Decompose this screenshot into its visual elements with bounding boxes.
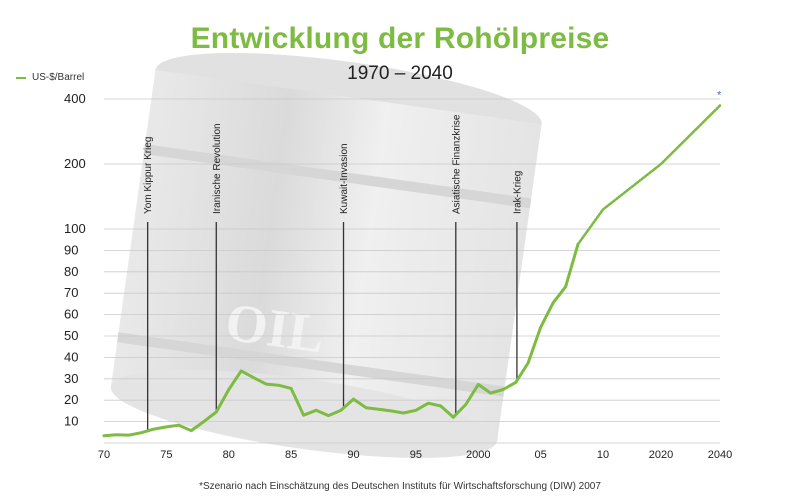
y-tick-label-20: 20	[64, 392, 78, 407]
chart-subtitle: 1970 – 2040	[347, 63, 453, 84]
x-tick-label-90: 90	[347, 449, 359, 461]
series-line-actual	[102, 242, 580, 438]
x-tick-label-2020: 2020	[649, 449, 673, 461]
legend-swatch	[16, 76, 26, 79]
x-tick-label-85: 85	[285, 449, 297, 461]
x-tick-label-2000: 2000	[466, 449, 490, 461]
event-label-3: Asiatische Finanzkrise	[451, 114, 462, 214]
legend-label: US-$/Barrel	[32, 72, 85, 83]
y-tick-label-40: 40	[64, 349, 78, 364]
x-tick-label-10: 10	[597, 449, 609, 461]
x-tick-label-80: 80	[223, 449, 235, 461]
y-tick-label-50: 50	[64, 328, 78, 343]
footnote: *Szenario nach Einschätzung des Deutsche…	[199, 481, 601, 492]
chart-title: Entwicklung der Rohölpreise	[190, 22, 610, 55]
event-annotations: Yom Kippur Krieg Iranische Revolution Kuwa…	[143, 114, 523, 431]
y-tick-label-60: 60	[64, 307, 78, 322]
y-tick-label-70: 70	[64, 285, 78, 300]
y-tick-label-400: 400	[64, 91, 86, 106]
y-tick-label-90: 90	[64, 242, 78, 257]
y-tick-label-200: 200	[64, 156, 86, 171]
data-series: *	[102, 90, 722, 438]
event-label-2: Kuwait-Invasion	[339, 143, 350, 214]
x-tick-label-70: 70	[98, 449, 110, 461]
y-tick-label-10: 10	[64, 414, 78, 429]
x-tick-label-95: 95	[410, 449, 422, 461]
svg-text:OIL: OIL	[222, 291, 328, 364]
series-line-projection	[576, 104, 722, 246]
y-tick-label-100: 100	[64, 221, 86, 236]
grid-lines	[104, 98, 720, 444]
legend: US-$/Barrel	[16, 72, 84, 83]
x-tick-label-2040: 2040	[708, 449, 732, 461]
y-tick-label-30: 30	[64, 371, 78, 386]
x-tick-label-05: 05	[535, 449, 547, 461]
projection-asterisk: *	[717, 90, 722, 102]
y-tick-label-80: 80	[64, 264, 78, 279]
axis-tick-labels: 10 20 30 40 50 60 70 80 90 100 200 400 70 75 80 85 90 95 2…	[64, 91, 732, 461]
event-label-0: Yom Kippur Krieg	[143, 137, 154, 214]
event-label-1: Iranische Revolution	[212, 123, 223, 214]
event-label-4: Irak-Krieg	[512, 171, 523, 214]
x-tick-label-75: 75	[160, 449, 172, 461]
